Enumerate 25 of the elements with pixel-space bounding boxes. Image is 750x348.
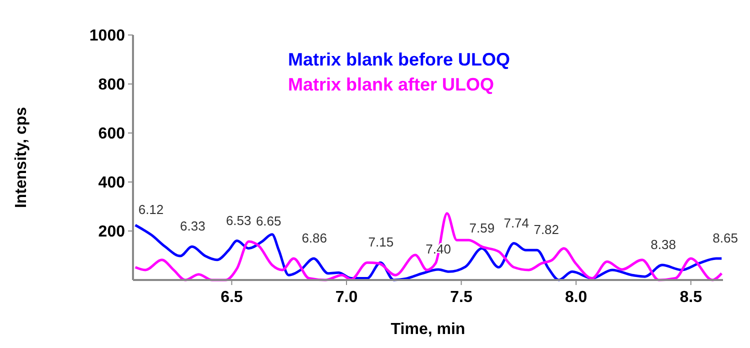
y-tick-label: 1000	[89, 28, 126, 45]
annotation: 7.74	[504, 215, 530, 230]
annotation: 6.65	[256, 214, 282, 229]
x-tick-label: 7.5	[450, 289, 473, 306]
annotation: 6.12	[138, 202, 164, 218]
text: Matrix blank before ULOQ	[288, 49, 510, 70]
annotation: 8.38	[650, 237, 676, 252]
annotation: 7.59	[469, 220, 495, 236]
annotation: 6.53	[226, 212, 252, 228]
annotation: 7.15	[368, 234, 394, 250]
y-tick-label: 800	[98, 76, 126, 94]
annotation: 6.86	[302, 230, 328, 246]
x-tick-label: 8.0	[564, 289, 588, 306]
y-tick-label: 600	[98, 126, 126, 143]
x-tick-label: 6.5	[220, 289, 243, 306]
annotation: 7.82	[534, 222, 560, 238]
x-tick-label: 8.5	[680, 289, 702, 306]
x-axis-title: Time, min	[390, 321, 466, 338]
y-axis-title: Intensity, cps	[13, 106, 30, 208]
y-tick-label: 400	[98, 174, 126, 192]
y-tick-label: 200	[98, 224, 126, 241]
x-tick-label: 7.0	[335, 289, 358, 306]
annotation: 8.65	[712, 230, 738, 246]
text: Matrix blank after ULOQ	[288, 74, 494, 94]
annotation: 6.33	[180, 218, 206, 234]
